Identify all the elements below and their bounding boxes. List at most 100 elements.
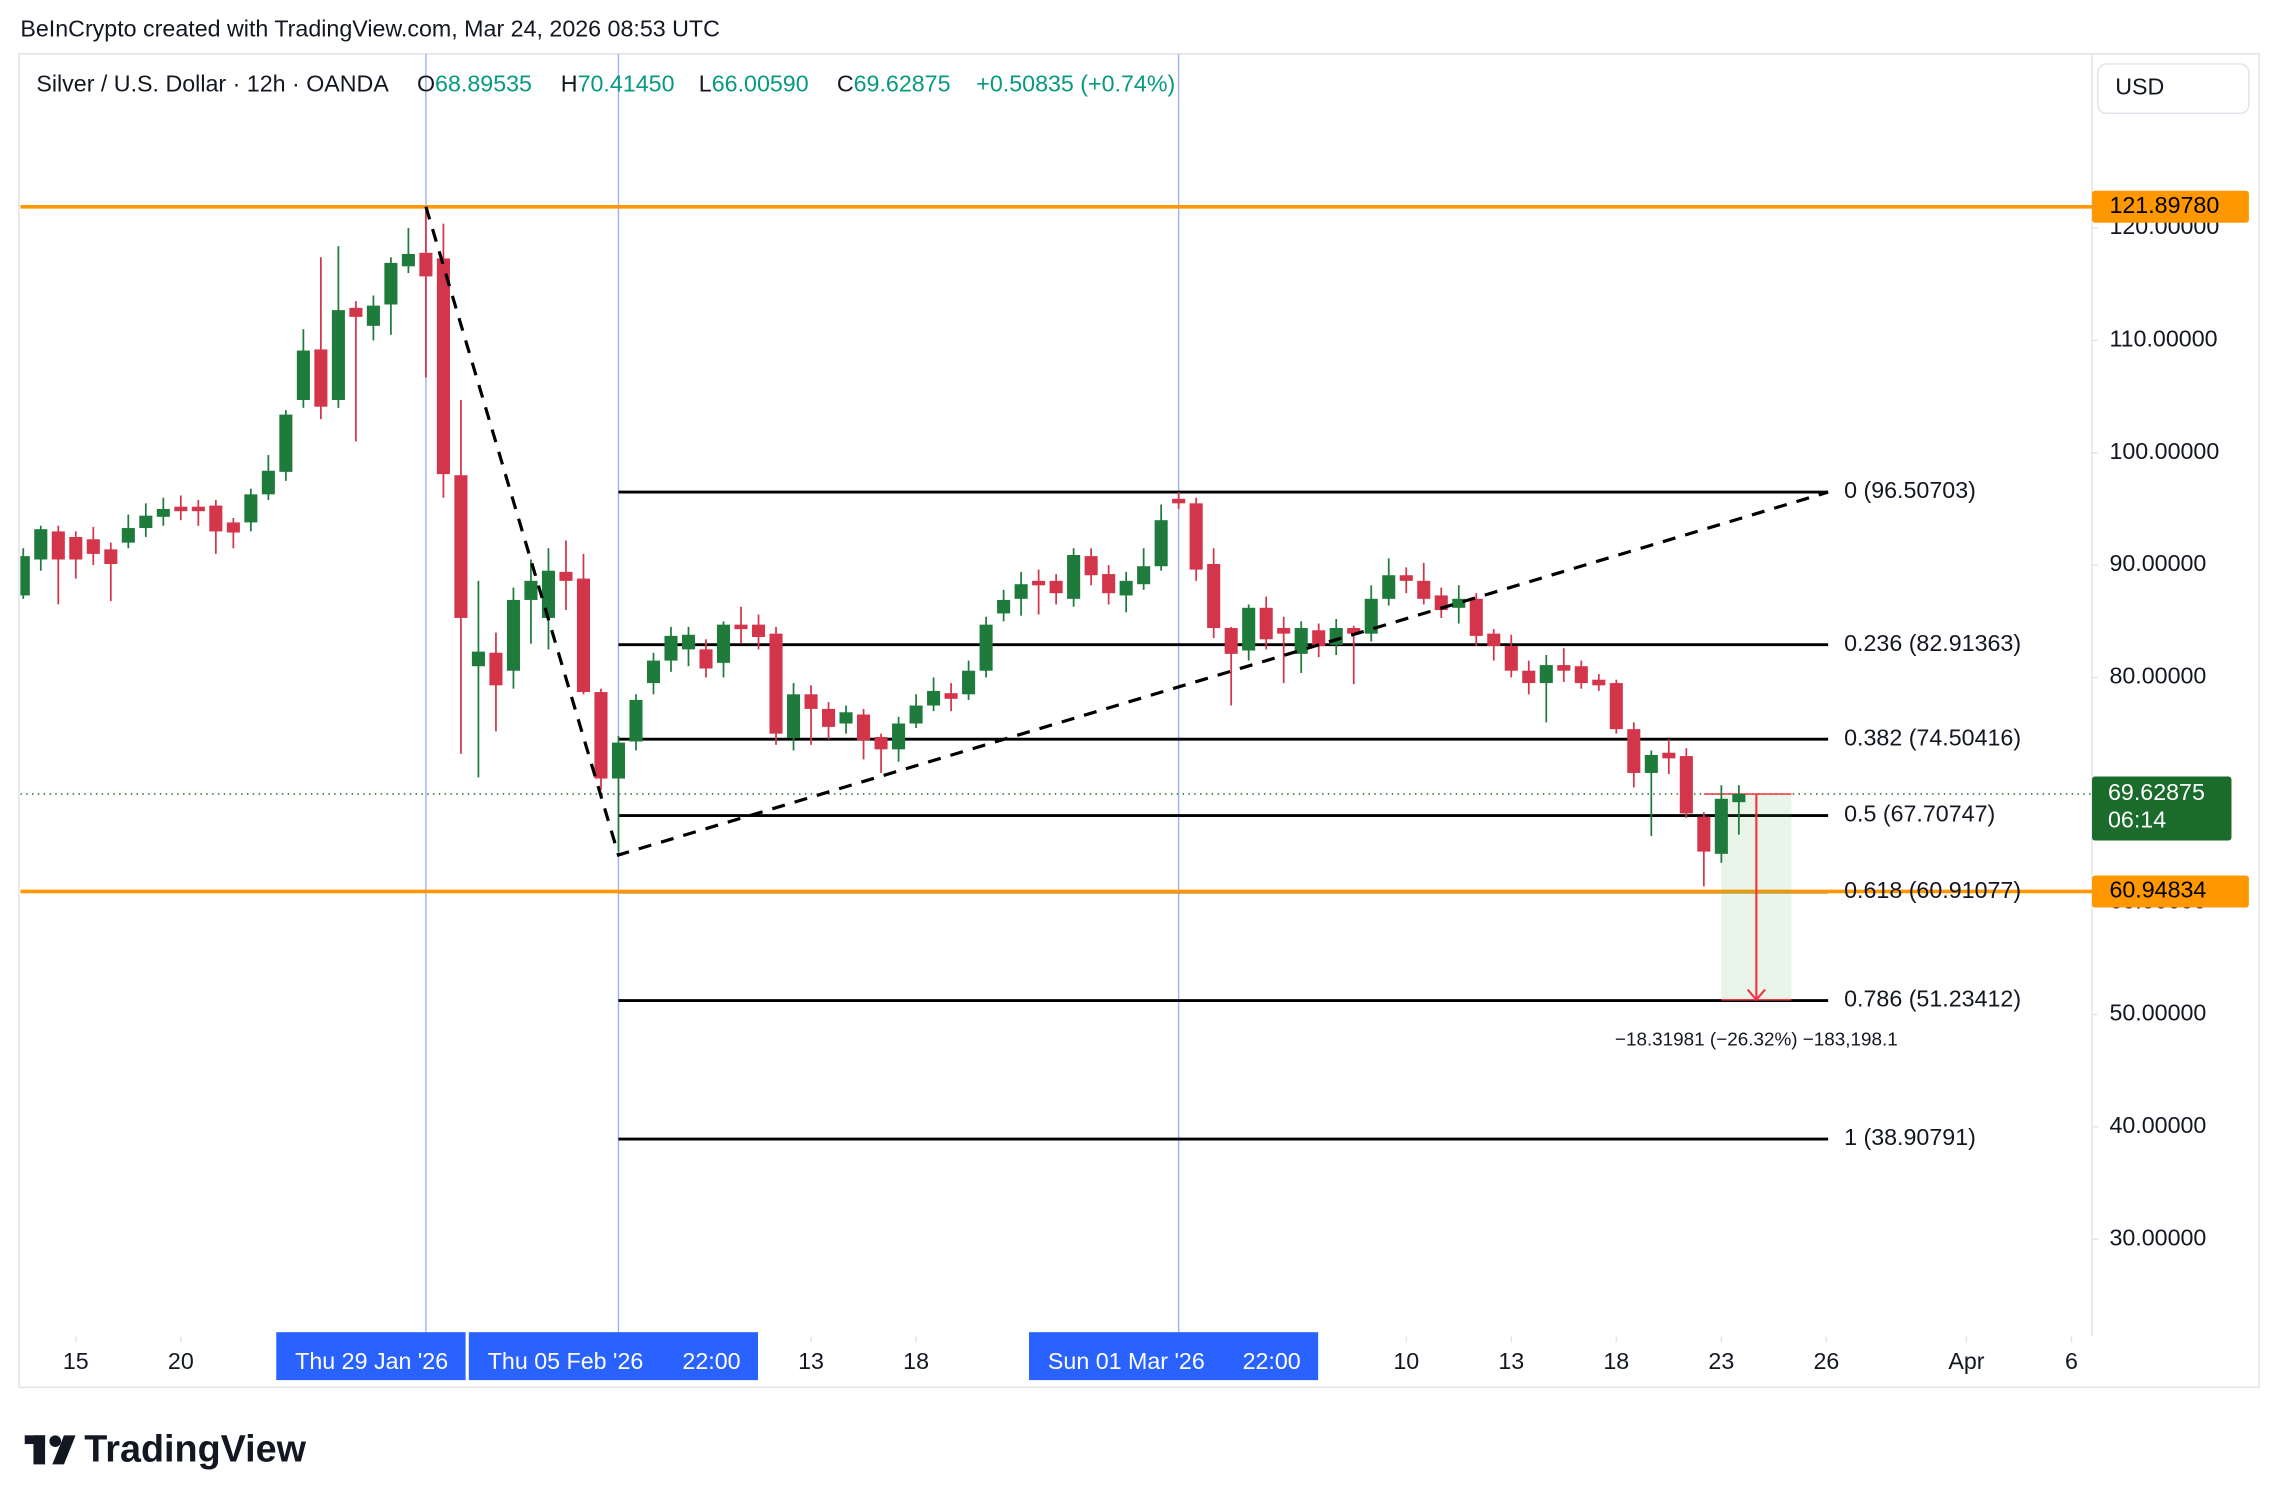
- brand-logo: [24, 1435, 76, 1465]
- x-tick-label: 13: [1498, 1348, 1524, 1374]
- candle-body: [69, 537, 83, 560]
- candle-body: [839, 712, 853, 724]
- candle-body: [139, 515, 153, 529]
- time-label: Sun 01 Mar '26 22:00: [1029, 1332, 1319, 1381]
- candle-body: [1242, 607, 1256, 651]
- candle-body: [857, 714, 871, 741]
- candle-body: [1592, 679, 1606, 686]
- y-tick-label: 110.00000: [2109, 326, 2217, 352]
- legend-key: H: [561, 71, 578, 97]
- y-tick-label: 100.00000: [2109, 438, 2219, 464]
- candle-body: [1469, 598, 1483, 636]
- time-label-time: 22:00: [1243, 1348, 1301, 1374]
- candle-body: [296, 350, 310, 400]
- candle-body: [1574, 666, 1588, 684]
- candle-body: [1067, 555, 1081, 599]
- candle-body: [822, 708, 836, 727]
- x-tick-label: 20: [168, 1348, 194, 1374]
- candle-body: [892, 723, 906, 750]
- candle-body: [997, 599, 1011, 614]
- legend-value: 66.00590: [712, 71, 809, 97]
- candle-body: [576, 578, 591, 693]
- candle-body: [646, 660, 661, 684]
- candle-body: [611, 742, 626, 779]
- time-label-box: [276, 1332, 466, 1381]
- candle-body: [1347, 628, 1361, 634]
- legend-change: +0.50835 (+0.74%): [976, 71, 1175, 97]
- candle-body: [191, 506, 205, 512]
- candle-body: [979, 624, 993, 671]
- candle-body: [174, 506, 188, 512]
- candle-body: [786, 694, 801, 739]
- time-label-time: 22:00: [682, 1348, 740, 1374]
- candle-body: [1452, 598, 1466, 608]
- candle-body: [1522, 670, 1536, 684]
- time-label-date: Thu 05 Feb '26: [488, 1348, 644, 1374]
- measure-arrowhead: [1746, 988, 1766, 1002]
- candle-body: [20, 556, 30, 596]
- candle-body: [629, 699, 643, 742]
- legend-value: 70.41450: [578, 71, 675, 97]
- candle-body: [1294, 628, 1308, 654]
- fib-label: 0.5 (67.70747): [1844, 801, 1995, 827]
- candle-body: [156, 508, 170, 517]
- candle-body: [594, 692, 608, 779]
- time-label: Thu 29 Jan '26: [276, 1332, 466, 1381]
- candle-body: [454, 475, 468, 618]
- candle-body: [1102, 574, 1116, 594]
- candle-body: [489, 652, 503, 686]
- plot: [20, 53, 2093, 1337]
- candle-body: [1137, 566, 1151, 585]
- x-tick-label: 15: [63, 1348, 89, 1374]
- candle-body: [226, 522, 240, 533]
- candle-body: [664, 635, 678, 661]
- candle-body: [261, 470, 275, 495]
- legend-key: L: [699, 71, 712, 97]
- candle-body: [1557, 665, 1571, 671]
- candle-body: [121, 528, 135, 543]
- candle-body: [1312, 630, 1326, 646]
- candle-body: [1662, 752, 1676, 759]
- candle-body: [874, 736, 888, 750]
- candle-body: [681, 634, 696, 650]
- candle-body: [51, 531, 65, 560]
- candle-body: [209, 505, 223, 532]
- price-tag-label: 121.89780: [2109, 192, 2219, 218]
- legend-value: 69.62875: [854, 71, 951, 97]
- fib-label: 1 (38.90791): [1844, 1124, 1976, 1150]
- candle-body: [506, 599, 520, 671]
- candle-body: [734, 624, 748, 630]
- candle-body: [1189, 503, 1203, 570]
- legend-key: O: [417, 71, 435, 97]
- candle-body: [944, 693, 958, 699]
- y-tick-label: 90.00000: [2109, 550, 2206, 576]
- x-tick-label: 23: [1708, 1348, 1734, 1374]
- x-tick-label: 6: [2065, 1348, 2078, 1374]
- candle-body: [1119, 580, 1133, 596]
- candle-body: [541, 570, 555, 618]
- currency-button[interactable]: [2097, 63, 2250, 115]
- candle-body: [1539, 665, 1553, 684]
- candle-body: [927, 690, 941, 706]
- y-tick-label: 80.00000: [2109, 663, 2206, 689]
- candle-body: [1487, 633, 1501, 646]
- fib-label: 0 (96.50703): [1844, 477, 1976, 503]
- header: BeInCrypto created with TradingView.com,…: [20, 16, 720, 42]
- candle-body: [559, 571, 573, 581]
- candle-body: [909, 705, 923, 724]
- candle-body: [1399, 575, 1413, 581]
- candle-body: [524, 580, 538, 600]
- y-tick-label: 30.00000: [2109, 1224, 2206, 1250]
- candle-body: [1627, 729, 1641, 773]
- candle-body: [1049, 580, 1063, 594]
- currency[interactable]: USD: [2115, 74, 2164, 100]
- candle-body: [471, 651, 485, 667]
- measure-label: −18.31981 (−26.32%) −183,198.1: [1615, 1029, 1898, 1050]
- candle-body: [349, 307, 363, 317]
- time-label: Thu 05 Feb '26 22:00: [468, 1332, 758, 1381]
- candle-body: [1732, 793, 1746, 803]
- candle-body: [279, 414, 293, 472]
- candle-body: [1609, 683, 1623, 730]
- candle-body: [1679, 756, 1693, 814]
